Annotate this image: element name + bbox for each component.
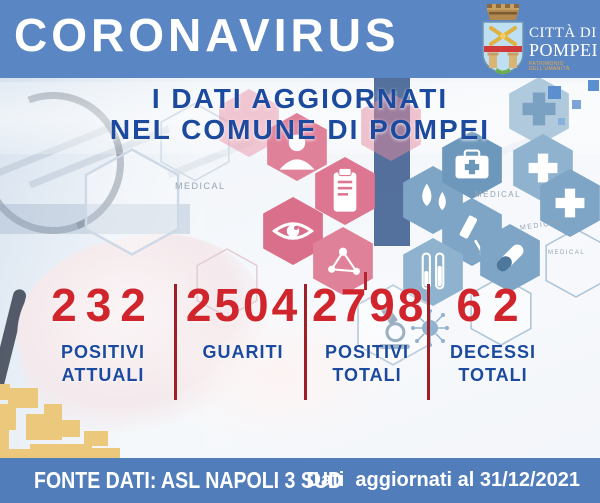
medical-label: MEDICAL xyxy=(548,250,586,256)
subtitle: I DATI AGGIORNATI NEL COMUNE DI POMPEI xyxy=(0,83,600,145)
photo-band xyxy=(0,204,190,234)
hexagon-drops-icon xyxy=(402,165,464,235)
pompei-crest-icon xyxy=(482,4,524,75)
city-tagline: PATRIMONIO DELL'UMANITÀ xyxy=(529,61,570,72)
hexagon-eye-icon xyxy=(262,196,324,266)
stethoscope-tube-icon xyxy=(0,287,28,393)
subtitle-line2: NEL COMUNE DI POMPEI xyxy=(109,113,491,145)
stat-positivi-totali: 2798 POSITIVI TOTALI xyxy=(312,279,427,386)
tan-block xyxy=(0,428,9,458)
tan-block xyxy=(64,448,120,458)
tan-block xyxy=(84,431,108,446)
city-name-line2: POMPEI xyxy=(529,40,599,60)
stat-label: DECESSI TOTALI xyxy=(449,342,537,385)
stat-divider xyxy=(427,284,430,400)
medical-label: MEDICAL xyxy=(475,190,522,199)
tan-block xyxy=(0,449,42,458)
stat-value: 2798 xyxy=(312,279,427,331)
subtitle-line1: I DATI AGGIORNATI xyxy=(151,83,449,114)
stat-label: POSITIVI TOTALI xyxy=(324,342,410,385)
city-name-line1: CITTÀ DI xyxy=(529,25,597,41)
page-title: CORONAVIRUS xyxy=(14,9,400,61)
last-updated-text: Dati aggiornati al 31/12/2021 xyxy=(306,469,580,491)
city-logo-text: CITTÀ DI POMPEI PATRIMONIO DELL'UMANITÀ xyxy=(529,25,599,72)
medical-label: MEDICAL xyxy=(175,181,226,191)
tan-block xyxy=(0,404,16,430)
top-banner: CORONAVIRUS xyxy=(0,0,600,78)
tan-block xyxy=(8,388,38,408)
stat-divider xyxy=(174,284,177,400)
stat-divider xyxy=(304,284,307,400)
hexagon-cross-icon xyxy=(539,168,600,238)
tan-block xyxy=(58,420,80,437)
stat-value: 232 xyxy=(51,279,155,331)
stat-label: GUARITI xyxy=(202,342,284,362)
stat-label: POSITIVI ATTUALI xyxy=(60,342,146,385)
hexagon-outline xyxy=(545,228,600,298)
tan-block xyxy=(0,384,10,400)
stat-guariti: 2504 GUARITI xyxy=(180,282,306,364)
stat-positivi-attuali: 232 POSITIVI ATTUALI xyxy=(28,282,178,386)
stat-value: 2504 xyxy=(185,279,301,331)
bottom-banner: FONTE DATI: ASL NAPOLI 3 SUD Dati aggior… xyxy=(0,458,600,503)
hexagon-outline xyxy=(84,148,180,256)
hexagon-clipboard-icon xyxy=(314,156,376,226)
city-logo: CITTÀ DI POMPEI PATRIMONIO DELL'UMANITÀ xyxy=(479,2,599,77)
tan-block xyxy=(30,444,92,458)
data-source-text: FONTE DATI: ASL NAPOLI 3 SUD xyxy=(34,467,343,493)
medical-label: MEDICAL xyxy=(519,219,562,232)
hexagon-syringe-icon xyxy=(441,197,503,267)
stat-decessi-totali: 62 DECESSI TOTALI xyxy=(434,282,552,386)
tan-block xyxy=(44,404,62,417)
tan-block xyxy=(26,414,62,440)
stat-value: 62 xyxy=(456,279,530,331)
